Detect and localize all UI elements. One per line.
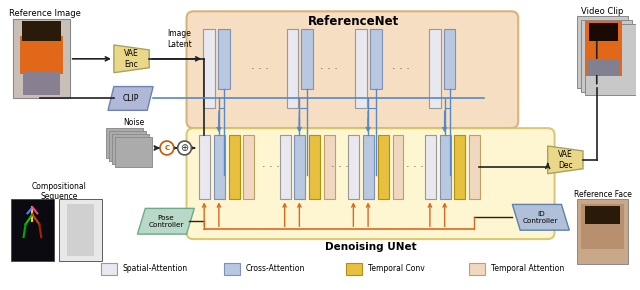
Bar [112, 134, 149, 164]
Bar [22, 71, 60, 95]
Text: Cross-Attention: Cross-Attention [245, 264, 305, 273]
Text: Temporal Attention: Temporal Attention [491, 264, 564, 273]
Bar [106, 128, 143, 158]
Bar [11, 200, 54, 261]
Bar [378, 135, 388, 200]
Bar [243, 135, 254, 200]
Text: · · ·: · · · [262, 162, 280, 172]
Bar [444, 29, 456, 88]
Text: ReferenceNet: ReferenceNet [308, 15, 399, 28]
Bar [112, 134, 149, 164]
Text: VAE
Enc: VAE Enc [124, 49, 139, 68]
Bar [218, 29, 230, 88]
Bar [294, 135, 305, 200]
Bar [425, 135, 436, 200]
Text: Video Clip: Video Clip [582, 7, 624, 16]
Text: CLIP: CLIP [122, 94, 139, 103]
Bar [106, 128, 143, 158]
Bar [224, 263, 239, 275]
Text: C: C [164, 145, 170, 151]
Text: ID
Controller: ID Controller [523, 211, 559, 224]
Bar [585, 206, 620, 224]
Bar [203, 29, 215, 108]
Text: Compositional
Sequence: Compositional Sequence [31, 182, 86, 201]
Bar [429, 29, 441, 108]
Text: Reference Face: Reference Face [573, 190, 632, 199]
Bar [589, 23, 618, 41]
Bar [309, 135, 320, 200]
Bar [109, 131, 147, 161]
Bar [469, 135, 480, 200]
Bar [115, 137, 152, 167]
Bar [346, 263, 362, 275]
Text: · · ·: · · · [251, 64, 269, 74]
Polygon shape [548, 146, 583, 174]
Bar [348, 135, 359, 200]
Text: · · ·: · · · [392, 64, 410, 74]
Polygon shape [138, 209, 195, 234]
Bar [469, 263, 485, 275]
Bar [287, 29, 298, 108]
Bar [324, 135, 335, 200]
Bar [577, 16, 628, 88]
Bar [363, 135, 374, 200]
Text: Reference Image: Reference Image [9, 9, 81, 18]
Bar [109, 131, 147, 161]
Bar [22, 21, 61, 41]
Bar [199, 135, 210, 200]
Bar [392, 135, 403, 200]
Text: Spatial-Attention: Spatial-Attention [123, 264, 188, 273]
Bar [454, 135, 465, 200]
Bar [13, 19, 70, 98]
Bar [59, 200, 102, 261]
Text: · · ·: · · · [406, 162, 424, 172]
Bar [370, 29, 382, 88]
Text: Temporal Conv: Temporal Conv [368, 264, 425, 273]
Bar [585, 21, 622, 76]
Polygon shape [108, 87, 153, 110]
Bar [280, 135, 291, 200]
Bar [67, 204, 94, 256]
Bar [101, 263, 117, 275]
Bar [115, 137, 152, 167]
Bar [587, 59, 620, 75]
Bar [214, 135, 225, 200]
Polygon shape [114, 45, 149, 73]
Bar [585, 24, 636, 95]
Text: Denoising UNet: Denoising UNet [325, 242, 417, 252]
Circle shape [160, 141, 173, 155]
FancyBboxPatch shape [186, 11, 518, 128]
Text: ⊕: ⊕ [180, 143, 189, 153]
Bar [228, 135, 239, 200]
Bar [581, 20, 632, 92]
Bar [20, 36, 63, 74]
Bar [355, 29, 367, 108]
Polygon shape [513, 204, 570, 230]
Text: · · ·: · · · [331, 162, 349, 172]
Bar [577, 200, 628, 264]
Text: Pose
Controller: Pose Controller [148, 215, 184, 228]
Bar [301, 29, 313, 88]
Text: VAE
Dec: VAE Dec [558, 150, 573, 170]
Circle shape [178, 141, 191, 155]
Text: · · ·: · · · [320, 64, 338, 74]
Text: Image
Latent: Image Latent [167, 29, 192, 49]
Text: Noise: Noise [123, 118, 144, 127]
Bar [581, 204, 624, 249]
Bar [440, 135, 451, 200]
FancyBboxPatch shape [186, 128, 555, 239]
